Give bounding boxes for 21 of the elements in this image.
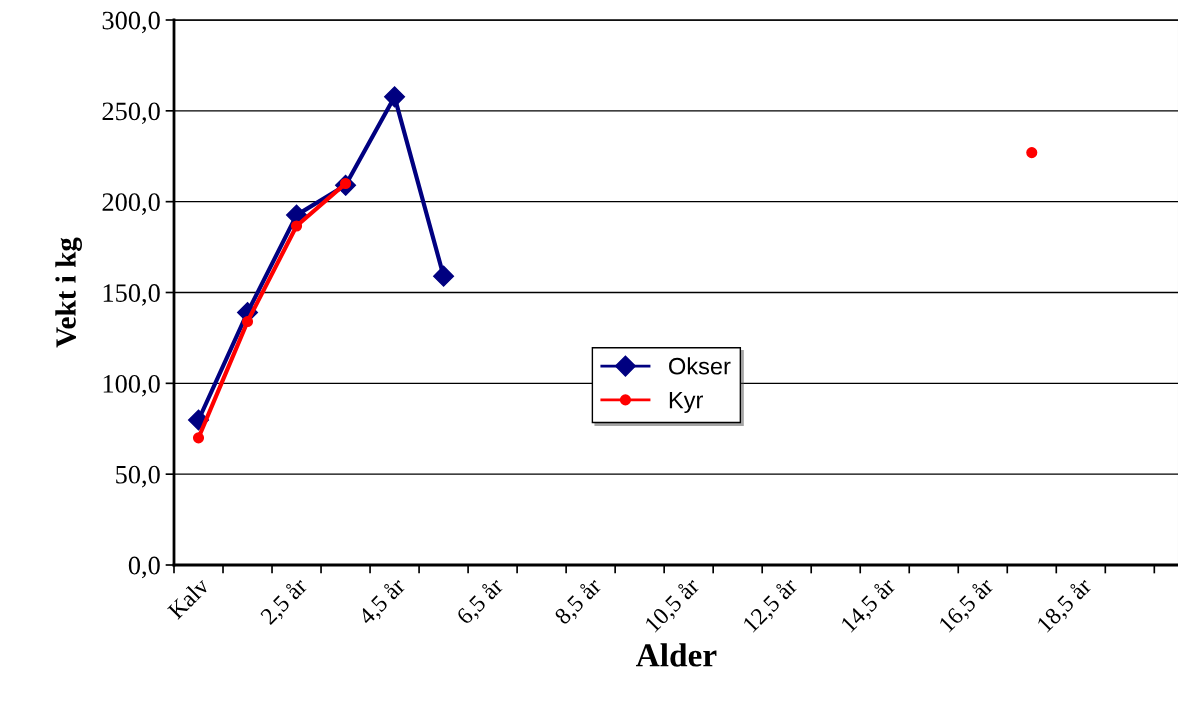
y-tick-label: 100,0 — [103, 374, 160, 397]
x-tick-label: 6,5 år — [454, 575, 507, 628]
y-tick-label: 300,0 — [102, 11, 160, 34]
x-axis-title: Alder — [636, 643, 717, 667]
x-tick-label: 16,5 år — [937, 575, 997, 636]
legend-label: Kyr — [669, 391, 703, 414]
y-tick-label: 50,0 — [116, 465, 160, 488]
x-tick-label: 14,5 år — [839, 575, 899, 636]
y-tick-label: 250,0 — [102, 102, 160, 125]
x-tick-label: 10,5 år — [643, 575, 703, 636]
legend-label: Okser — [669, 357, 731, 375]
x-tick-label: 8,5 år — [552, 575, 605, 628]
x-tick-label: Kalv — [166, 576, 211, 620]
x-tick-label: 2,5 år — [258, 575, 311, 628]
x-tick-label: 18,5 år — [1035, 575, 1095, 636]
y-axis-title: Vekt i kg — [55, 237, 82, 348]
y-tick-label: 150,0 — [103, 284, 160, 306]
x-tick-label: 12,5 år — [741, 575, 801, 636]
x-tick-label: 4,5 år — [356, 575, 409, 628]
y-tick-label: 200,0 — [102, 193, 160, 215]
y-tick-label: 0,0 — [128, 556, 160, 579]
